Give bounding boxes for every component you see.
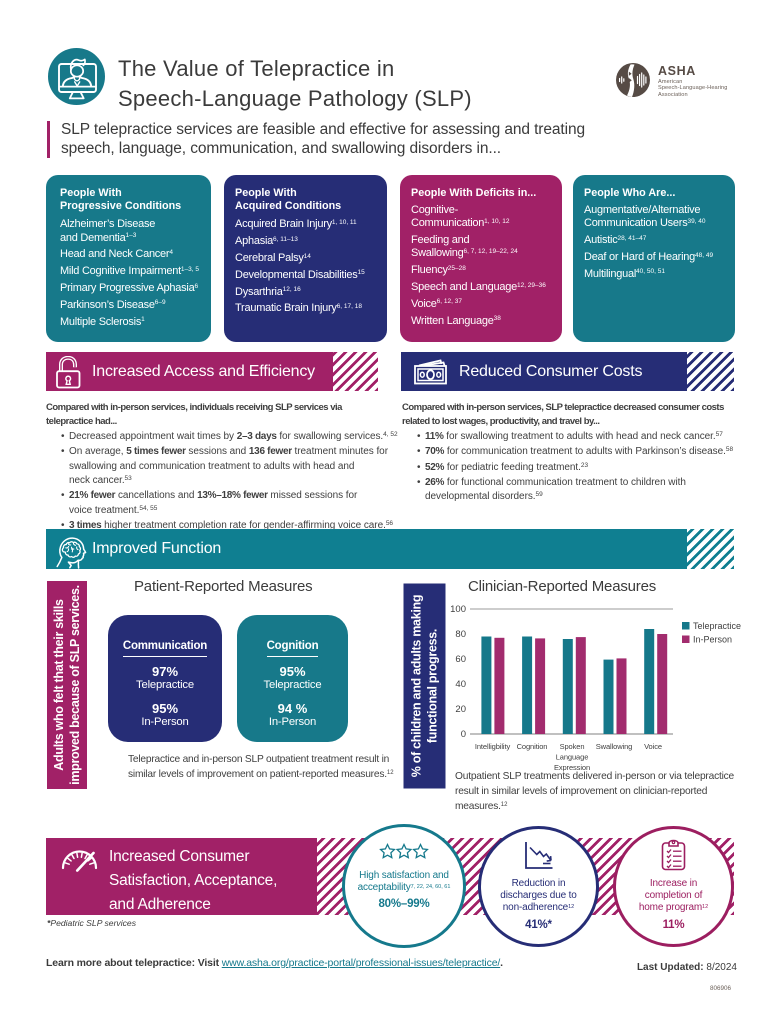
svg-text:Spoken: Spoken	[560, 742, 585, 751]
svg-text:Intelligbility: Intelligbility	[475, 742, 511, 751]
svg-text:Swallowing: Swallowing	[596, 742, 633, 751]
svg-text:Language: Language	[556, 753, 589, 762]
svg-text:Voice: Voice	[644, 742, 662, 751]
svg-text:60: 60	[455, 654, 466, 665]
svg-text:40: 40	[455, 679, 466, 690]
svg-text:20: 20	[455, 704, 466, 715]
svg-text:80: 80	[455, 629, 466, 640]
svg-text:100: 100	[450, 604, 466, 615]
svg-text:0: 0	[461, 729, 466, 740]
svg-text:Expression: Expression	[554, 763, 590, 772]
svg-text:In-Person: In-Person	[693, 635, 732, 645]
svg-text:Cognition: Cognition	[517, 742, 548, 751]
svg-text:Telepractice: Telepractice	[693, 621, 741, 631]
